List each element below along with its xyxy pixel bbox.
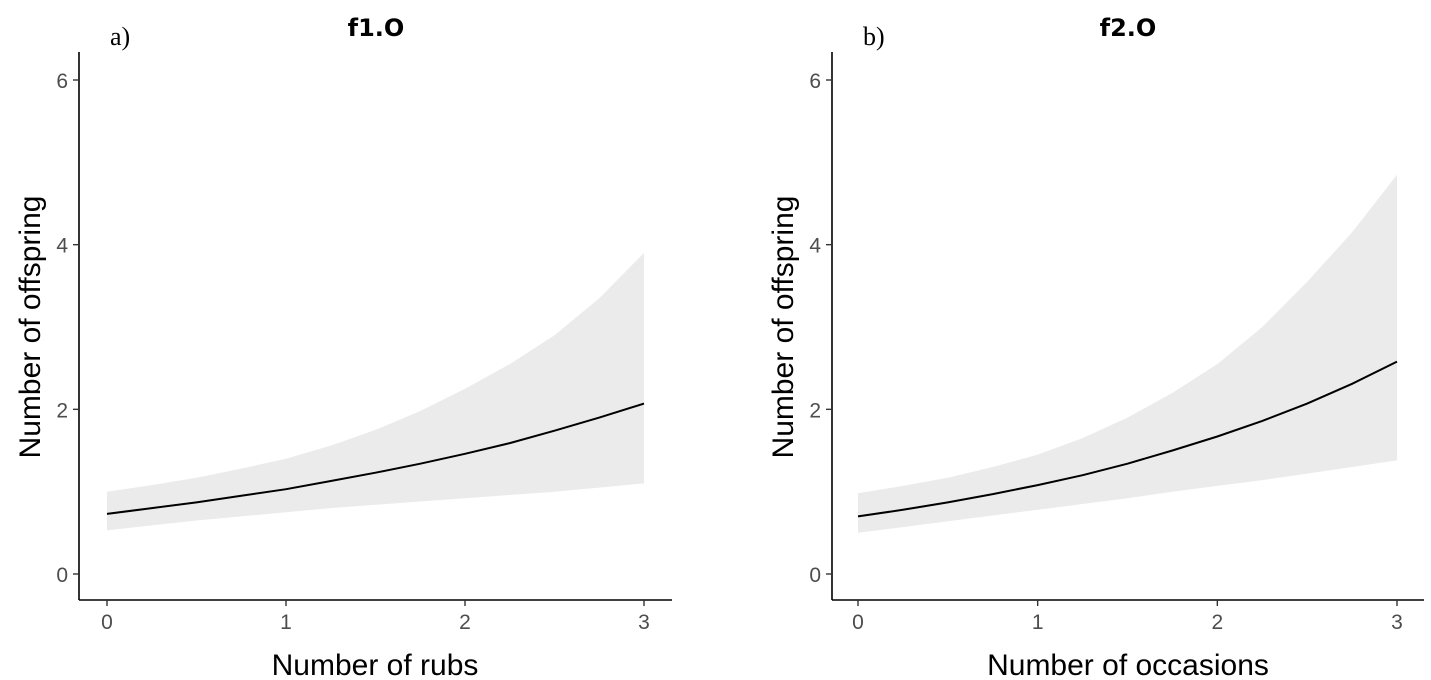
x-tick-label: 3 [1391,611,1403,634]
y-tick-label: 6 [56,70,68,93]
y-axis-label: Number of offspring [14,196,47,459]
x-tick-label: 0 [101,611,113,634]
fitted-line [857,360,1398,518]
y-tick-label: 6 [809,70,821,93]
y-tick-label: 2 [56,399,68,422]
x-axis-label: Number of rubs [272,649,479,680]
chart-title: f2.O [1100,14,1157,42]
x-tick-label: 1 [280,611,292,634]
panel-letter: b) [863,22,885,51]
fitted-line [106,402,645,515]
y-tick-label: 4 [809,235,821,258]
x-tick-label: 3 [638,611,650,634]
y-tick-label: 4 [56,235,68,258]
panel-a: 0 2 4 6 0 1 2 3 a) f1.O Number of rubs Number of of… [14,14,672,680]
x-tick-label: 2 [1211,611,1223,634]
panel-letter: a) [110,22,130,51]
panel-b: 0 2 4 6 0 1 2 3 b) f2.O Number of occasions Number … [767,14,1424,680]
y-axis-label: Number of offspring [767,196,800,459]
x-axis-label: Number of occasions [987,649,1269,680]
y-tick-label: 0 [809,564,821,587]
y-tick-label: 2 [809,399,821,422]
x-tick-label: 1 [1032,611,1044,634]
confidence-ribbon [107,252,644,531]
x-tick-label: 0 [852,611,864,634]
y-tick-label: 0 [56,564,68,587]
confidence-ribbon [858,174,1397,533]
x-tick-label: 2 [459,611,471,634]
chart-title: f1.O [348,14,405,42]
